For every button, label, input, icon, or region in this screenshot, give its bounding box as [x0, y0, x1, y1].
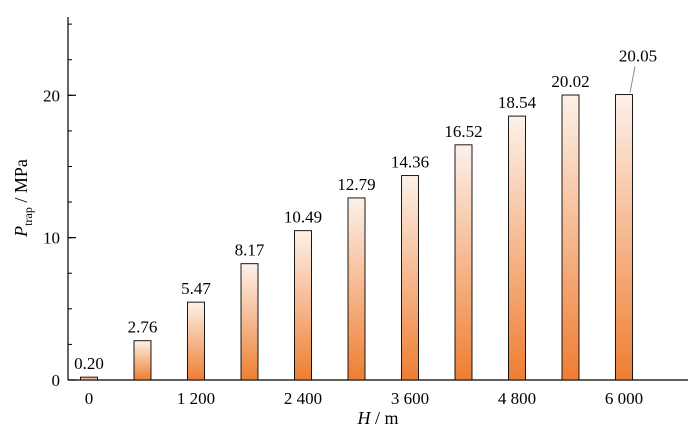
y-axis-title-unit: / MPa [11, 159, 31, 207]
data-label: 20.02 [551, 72, 589, 91]
bar [508, 115, 526, 381]
y-tick-label: 10 [43, 229, 60, 248]
y-major-ticks: 0 10 20 [43, 86, 76, 390]
x-ticks: 0 1 200 2 400 3 600 4 800 6 000 [85, 389, 643, 408]
x-axis-title-unit: / m [370, 408, 398, 428]
x-tick-label: 2 400 [284, 389, 322, 408]
plot-frame [67, 17, 688, 381]
y-axis-title-subscript: trap [21, 207, 35, 226]
y-tick-label: 20 [43, 86, 60, 105]
x-axis-title-italic: H [356, 408, 371, 428]
bar [240, 263, 259, 381]
x-tick-label: 4 800 [498, 389, 536, 408]
data-label: 10.49 [284, 208, 322, 227]
data-label: 20.05 [619, 47, 657, 66]
svg-text:H / m: H / m [356, 408, 398, 428]
data-label: 12.79 [337, 175, 375, 194]
data-label: 5.47 [181, 279, 211, 298]
data-label: 0.20 [74, 354, 104, 373]
data-label: 2.76 [128, 318, 158, 337]
data-label: 8.17 [235, 241, 265, 260]
x-tick-label: 0 [85, 389, 94, 408]
y-tick-label: 0 [52, 371, 61, 390]
bar [187, 301, 205, 381]
svg-text:Ptrap / MPa: Ptrap / MPa [11, 159, 35, 238]
bar [294, 230, 312, 381]
bars [80, 94, 633, 381]
x-axis-title: H / m [356, 408, 398, 428]
data-label: 16.52 [444, 122, 482, 141]
data-label: 18.54 [498, 93, 537, 112]
bar [133, 340, 152, 381]
bar [615, 94, 633, 381]
bar [347, 197, 366, 381]
bar [401, 175, 419, 381]
bar [80, 376, 98, 381]
data-label-leader [629, 66, 636, 93]
x-tick-label: 3 600 [391, 389, 429, 408]
y-axis-title-italic: P [11, 226, 31, 238]
x-tick-label: 6 000 [605, 389, 643, 408]
bar [454, 144, 473, 381]
data-labels: 0.20 2.76 5.47 8.17 10.49 12.79 14.36 16.52 18.5… [74, 47, 657, 374]
y-axis-title: Ptrap / MPa [11, 159, 35, 238]
data-label: 14.36 [391, 153, 429, 172]
x-tick-label: 1 200 [177, 389, 215, 408]
bar [561, 94, 580, 381]
